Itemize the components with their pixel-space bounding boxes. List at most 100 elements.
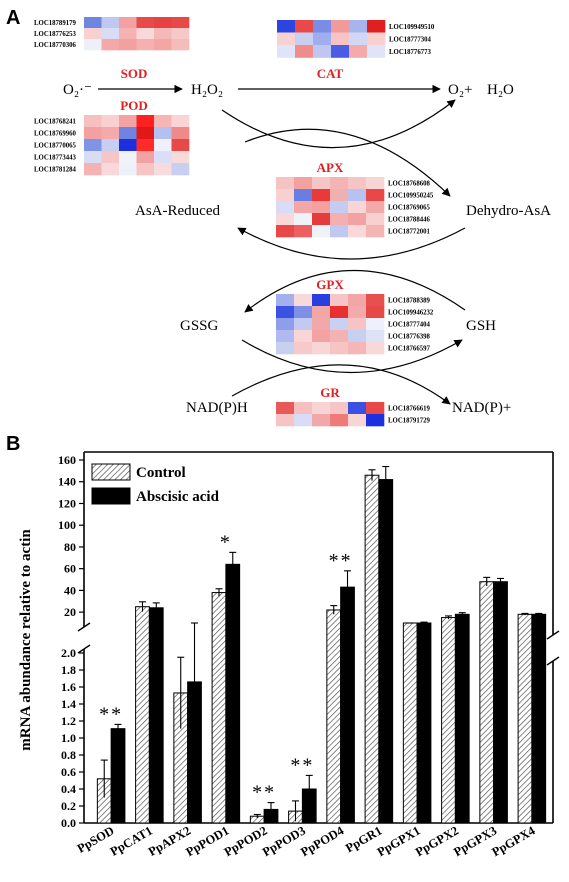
apx-top-arc	[244, 128, 451, 197]
y-tick-label: 60	[64, 562, 76, 576]
heatmap-cell	[171, 115, 190, 128]
heatmap-cell	[366, 402, 385, 415]
heatmap-apx: APX LOC18768608 LOC109950245 LOC18769065 LOC…	[276, 160, 434, 238]
heatmap-cell	[366, 294, 385, 307]
heatmap-cell	[294, 414, 313, 427]
enzyme-label-sod: SOD	[121, 66, 148, 81]
heatmap-cell	[348, 318, 367, 331]
heatmap-cell	[294, 294, 313, 307]
y-ticks: 20 40 60 80 100 120 140 160 0.0 0.2 0.4 0.6 0.8 1.0 1.…	[58, 453, 84, 830]
heatmap-cell	[330, 189, 349, 202]
heatmap-cell	[276, 306, 295, 319]
heatmap-cell	[101, 17, 120, 29]
heatmap-cell	[348, 177, 367, 190]
heatmap-cell	[136, 127, 155, 140]
heatmap-cell	[171, 151, 190, 164]
heatmap-cell	[330, 306, 349, 319]
heatmap-cell	[101, 151, 120, 164]
y-tick-label: 140	[58, 475, 76, 489]
nadph-label: NAD(P)H	[186, 400, 248, 416]
heatmap-cell	[84, 39, 102, 51]
x-tick-label: PpPOD3	[260, 823, 308, 859]
heatmap-cell	[294, 177, 313, 190]
bar-control	[326, 609, 342, 824]
heatmap-cell	[119, 163, 137, 176]
significance-marker: **	[290, 754, 314, 776]
heatmap-cat: CAT LOC109949510 LOC18777304 LOC18776773	[277, 20, 435, 81]
panel-a-label: A	[6, 7, 20, 29]
y-tick-label: 0.8	[61, 748, 76, 762]
gpx-top-arc	[244, 269, 466, 313]
heatmap-cell	[136, 39, 155, 51]
heatmap-cell	[294, 306, 313, 319]
pod-arc	[221, 99, 456, 149]
heatmap-cell	[366, 177, 385, 190]
gene-label: LOC18777404	[388, 322, 431, 329]
heatmap-cell	[349, 20, 368, 33]
heatmap-cell	[136, 17, 155, 29]
bar-abscisic-acid	[378, 479, 394, 824]
heatmap-cell	[348, 225, 367, 238]
heatmap-cell	[312, 402, 331, 415]
heatmap-cell	[367, 20, 386, 33]
x-tick-label: PpPOD4	[298, 823, 347, 859]
heatmap-cell	[101, 28, 120, 40]
heatmap-cell	[330, 414, 349, 427]
bar-abscisic-acid	[531, 613, 547, 824]
y-tick-label: 0.6	[61, 765, 76, 779]
y-tick-label: 120	[58, 496, 76, 510]
heatmap-cell	[154, 17, 172, 29]
heatmap-cell	[348, 414, 367, 427]
heatmap-cell	[312, 306, 331, 319]
apx-bottom-arc	[237, 227, 466, 260]
y-tick-label: 1.2	[61, 714, 76, 728]
heatmap-cell	[154, 163, 172, 176]
heatmap-cell	[348, 213, 367, 226]
heatmap-cell	[276, 225, 295, 238]
legend-label: Abscisic acid	[136, 489, 220, 505]
heatmap-cell	[366, 306, 385, 319]
heatmap-cell	[312, 201, 331, 214]
heatmap-cell	[330, 342, 349, 355]
heatmap-cell	[366, 213, 385, 226]
heatmap-cell	[84, 28, 102, 40]
pathway-diagram: A O₂·⁻ H₂O₂ O₂+ H₂O AsA-Reduced Dehydro-…	[6, 7, 551, 427]
heatmap-cell	[330, 402, 349, 415]
gene-label: LOC18788446	[388, 217, 431, 224]
heatmap-cell	[276, 414, 295, 427]
heatmap-cell	[330, 225, 349, 238]
heatmap-cell	[277, 45, 296, 58]
heatmap-cell	[348, 201, 367, 214]
heatmap-cell	[294, 402, 313, 415]
bar-control	[211, 592, 227, 824]
bar-abscisic-acid	[225, 563, 241, 824]
heatmap-cell	[154, 28, 172, 40]
heatmap-cell	[312, 414, 331, 427]
gene-label: LOC18768241	[34, 119, 77, 126]
y-tick-label: 20	[64, 605, 76, 619]
heatmap-cell	[366, 414, 385, 427]
bar-abscisic-acid	[110, 728, 126, 824]
heatmap-cell	[295, 32, 314, 46]
heatmap-cell	[276, 330, 295, 343]
heatmap-pod: POD LOC18768241 LOC18769960 LOC18770065 LOC1…	[34, 98, 190, 176]
legend-label: Control	[136, 465, 186, 481]
heatmap-cell	[101, 127, 120, 140]
heatmap-cell	[154, 127, 172, 140]
heatmap-cell	[136, 163, 155, 176]
heatmap-cell	[312, 318, 331, 331]
x-tick-label: PpAPX2	[146, 823, 193, 858]
gene-label: LOC18768608	[388, 181, 431, 188]
heatmap-cell	[367, 32, 386, 46]
y-tick-label: 100	[58, 518, 76, 532]
heatmap-cell	[154, 115, 172, 128]
gssg-label: GSSG	[180, 318, 219, 334]
bar-abscisic-acid	[340, 586, 355, 824]
significance-marker: *	[220, 531, 232, 553]
heatmap-cell	[313, 45, 332, 58]
x-tick-label: PpCAT1	[108, 823, 155, 858]
gene-label: LOC18770065	[34, 143, 77, 150]
gene-label: LOC109949510	[389, 24, 435, 31]
heatmap-cell	[366, 330, 385, 343]
x-tick-label: PpGPX1	[375, 823, 423, 859]
